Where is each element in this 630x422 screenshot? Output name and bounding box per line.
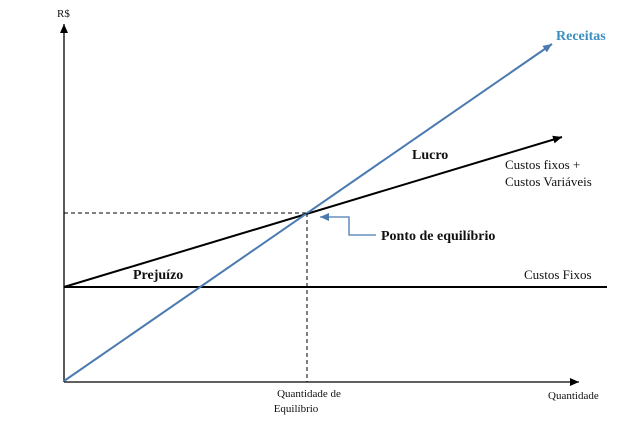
revenue-label: Receitas <box>556 29 606 44</box>
loss-label: Prejuízo <box>133 268 183 283</box>
breakeven-callout-connector <box>320 213 376 236</box>
total-cost-label-line1: Custos fixos + <box>505 157 580 172</box>
equilibrium-quantity-label-line2: Equilíbrio <box>274 403 319 415</box>
total-cost-line <box>63 135 563 288</box>
breakeven-label: Ponto de equilíbrio <box>381 229 495 244</box>
total-cost-label-line2: Custos Variáveis <box>505 174 592 189</box>
equilibrium-quantity-label-line1: Quantidade de <box>277 388 341 400</box>
revenue-line <box>63 43 553 382</box>
fixed-costs-label: Custos Fixos <box>524 267 592 282</box>
profit-label: Lucro <box>412 148 448 163</box>
y-axis-label: R$ <box>57 8 70 20</box>
x-axis-label: Quantidade <box>548 390 599 402</box>
